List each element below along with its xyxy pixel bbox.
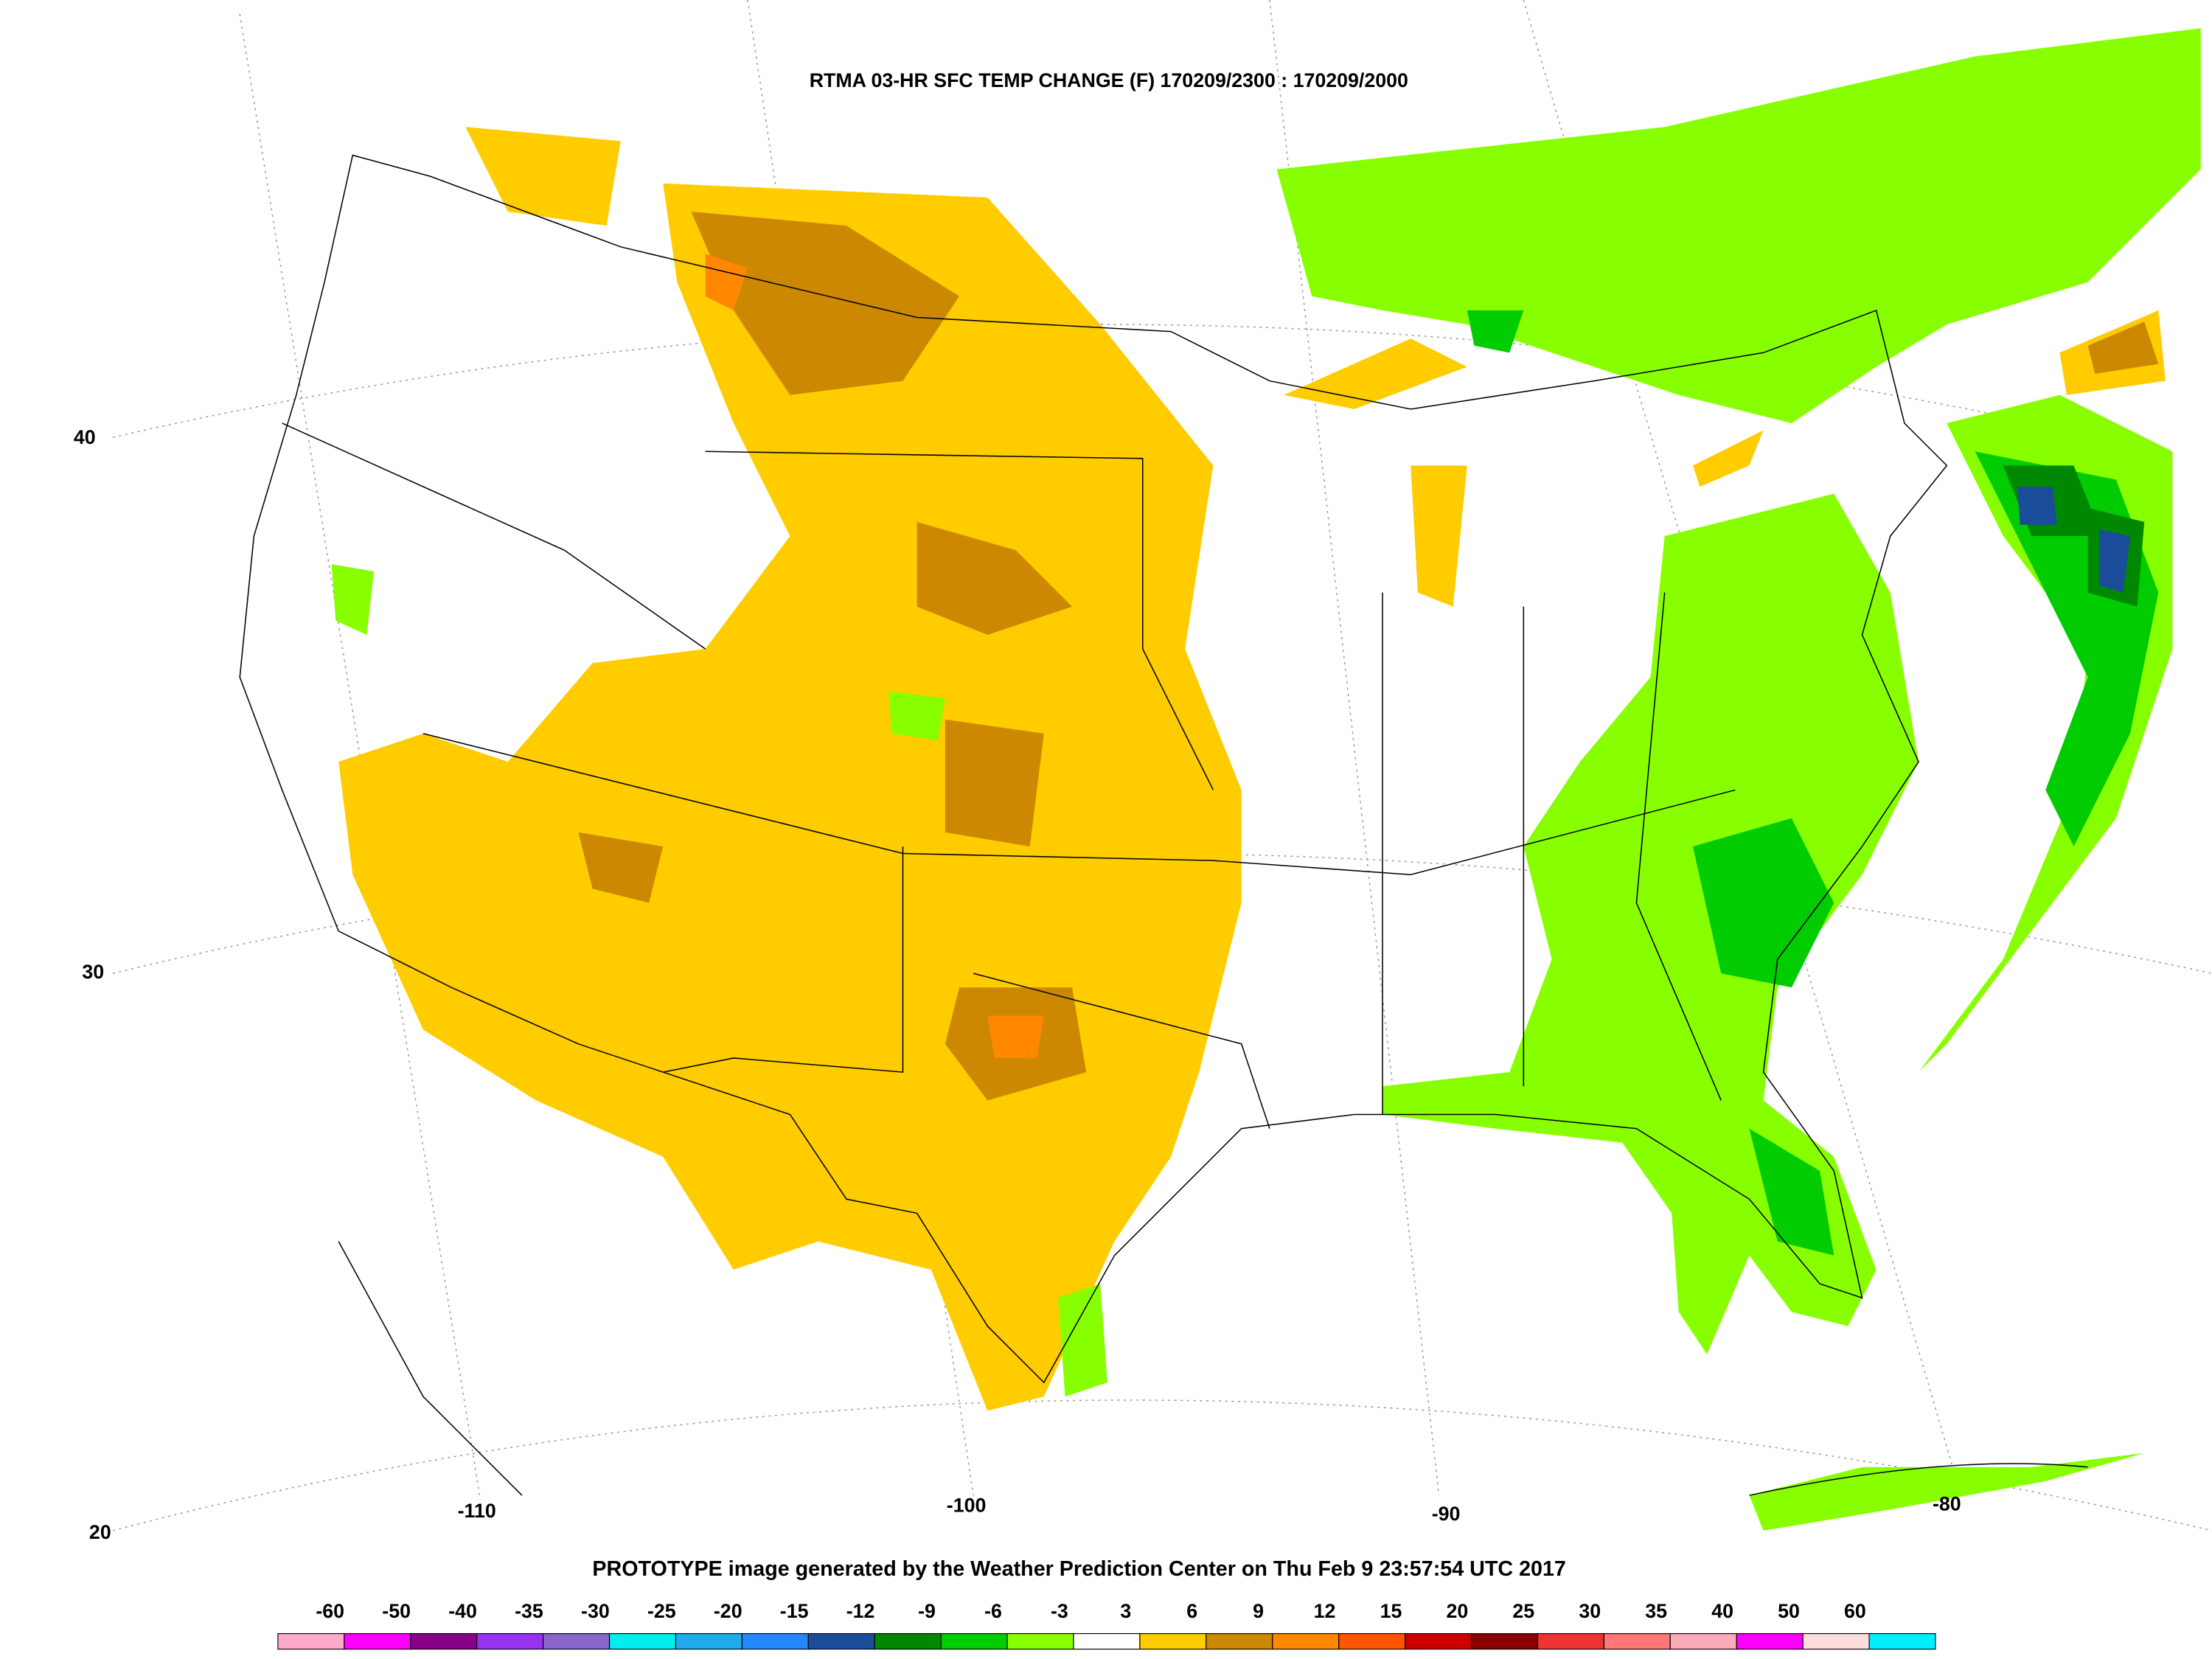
colorbar-swatch (1802, 1632, 1870, 1650)
colorbar-swatch (1669, 1632, 1737, 1650)
colorbar-swatch (874, 1632, 942, 1650)
colorbar-swatch (940, 1632, 1008, 1650)
colorbar-label: -35 (515, 1600, 543, 1622)
colorbar-swatch (608, 1632, 677, 1650)
colorbar-label: -6 (984, 1600, 1002, 1622)
colorbar-swatch (1139, 1632, 1207, 1650)
colorbar-label: 25 (1512, 1600, 1534, 1622)
colorbar-label: -15 (780, 1600, 809, 1622)
colorbar-swatch (344, 1632, 411, 1650)
colorbar-label: 9 (1253, 1600, 1264, 1622)
colorbar-swatch (1603, 1632, 1671, 1650)
colorbar-swatch (543, 1632, 611, 1650)
colorbar-label: -12 (846, 1600, 875, 1622)
longitude-label: -100 (947, 1494, 987, 1516)
colorbar-label: 3 (1120, 1600, 1131, 1622)
map-title: RTMA 03-HR SFC TEMP CHANGE (F) 170209/23… (810, 69, 1408, 91)
temperature-change-shading (331, 28, 2201, 1531)
colorbar-label: -30 (581, 1600, 610, 1622)
colorbar-swatch (807, 1632, 875, 1650)
colorbar-label: -3 (1051, 1600, 1068, 1622)
colorbar-swatch (1736, 1632, 1804, 1650)
longitude-label: -80 (1933, 1493, 1961, 1515)
colorbar-swatch (1868, 1632, 1936, 1650)
colorbar-label: 35 (1645, 1600, 1667, 1622)
colorbar-label: -60 (316, 1600, 344, 1622)
colorbar-swatch (476, 1632, 544, 1650)
colorbar-swatch (1272, 1632, 1340, 1650)
colorbar-label: -40 (448, 1600, 477, 1622)
colorbar-swatch (741, 1632, 809, 1650)
colorbar-swatch (1073, 1632, 1141, 1650)
colorbar-swatch (410, 1632, 478, 1650)
colorbar-label: -25 (647, 1600, 676, 1622)
colorbar-swatch (1537, 1632, 1604, 1650)
colorbar-swatch (1470, 1632, 1539, 1650)
colorbar-label: 20 (1447, 1600, 1469, 1622)
colorbar-label: -20 (714, 1600, 742, 1622)
colorbar-swatch (675, 1632, 742, 1650)
colorbar-label: -9 (918, 1600, 936, 1622)
colorbar-swatch (1006, 1632, 1074, 1650)
colorbar-label: 40 (1711, 1600, 1733, 1622)
latitude-label: 20 (89, 1521, 111, 1543)
colorbar-label: 15 (1380, 1600, 1402, 1622)
colorbar-swatch (277, 1632, 345, 1650)
colorbar-label: 50 (1778, 1600, 1800, 1622)
colorbar-swatch (1206, 1632, 1273, 1650)
latitude-label: 40 (74, 426, 96, 448)
colorbar-label: 12 (1314, 1600, 1336, 1622)
latitude-label: 30 (82, 961, 104, 983)
longitude-label: -110 (458, 1500, 496, 1522)
colorbar-label: 6 (1186, 1600, 1197, 1622)
footer-note: PROTOTYPE image generated by the Weather… (592, 1557, 1566, 1581)
boundaries (239, 154, 2088, 1496)
colorbar-label: -50 (382, 1600, 411, 1622)
longitude-label: -90 (1432, 1503, 1461, 1525)
colorbar: -60 -50 -40 -35 -30 -25 -20 -15 -12 -9 -6 -3 3 6 9 12 15… (277, 1600, 1936, 1650)
colorbar-swatch (1338, 1632, 1406, 1650)
colorbar-swatch (1405, 1632, 1472, 1650)
colorbar-label: 30 (1579, 1600, 1601, 1622)
colorbar-label: 60 (1844, 1600, 1866, 1622)
